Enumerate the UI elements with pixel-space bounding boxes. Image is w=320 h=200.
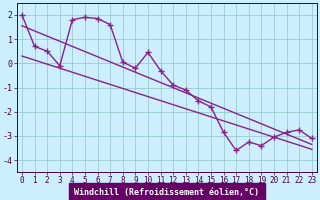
X-axis label: Windchill (Refroidissement éolien,°C): Windchill (Refroidissement éolien,°C) (74, 188, 259, 197)
